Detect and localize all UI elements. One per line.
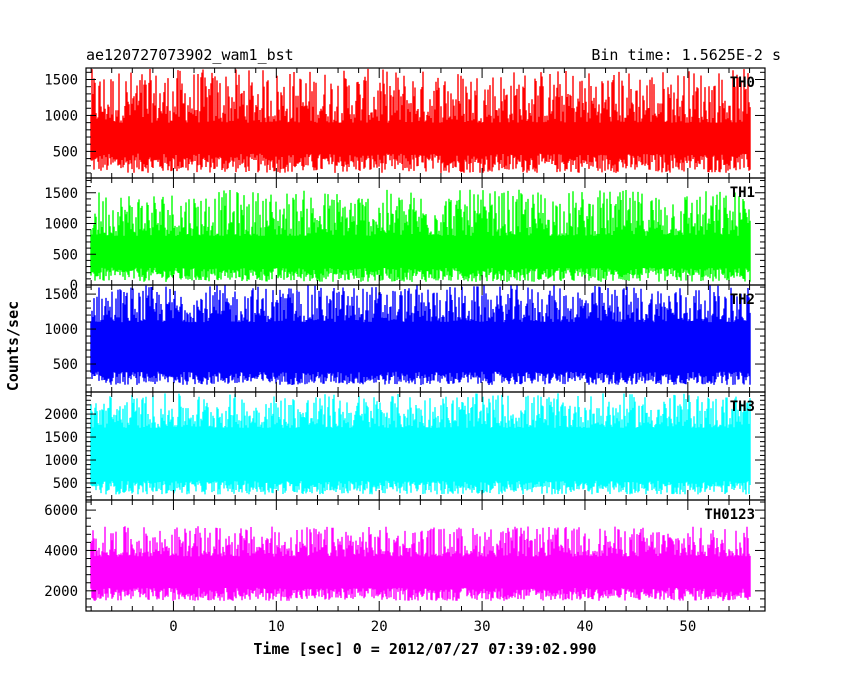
y-tick-label: 0 — [70, 278, 78, 294]
series-th3 — [90, 393, 751, 495]
y-tick-label: 1000 — [44, 217, 78, 233]
panel-label: TH0 — [730, 75, 755, 91]
y-tick-label: 6000 — [44, 503, 78, 519]
series-th1 — [90, 189, 751, 282]
x-tick-label: 0 — [169, 619, 177, 635]
x-tick-label: 50 — [679, 619, 696, 635]
y-tick-label: 1500 — [44, 73, 78, 89]
x-tick-label: 40 — [577, 619, 594, 635]
panel-th0123: 2000 4000 6000 TH0123 — [44, 499, 766, 612]
x-axis-title: Time [sec] 0 = 2012/07/27 07:39:02.990 — [253, 640, 596, 658]
y-tick-label: 1000 — [44, 108, 78, 124]
y-tick-label: 1000 — [44, 322, 78, 338]
y-tick-label: 500 — [53, 144, 78, 160]
series-th0 — [90, 68, 751, 173]
y-tick-label: 2000 — [44, 584, 78, 600]
y-tick-label: 4000 — [44, 543, 78, 559]
series-th2 — [90, 285, 751, 385]
panel-label: TH1 — [730, 185, 755, 201]
x-tick-label: 20 — [371, 619, 388, 635]
y-tick-label: 2000 — [44, 407, 78, 423]
y-tick-label: 1500 — [44, 287, 78, 303]
bin-time-label: Bin time: 1.5625E-2 s — [591, 46, 781, 64]
y-axis-title: Counts/sec — [4, 301, 22, 391]
y-tick-label: 500 — [53, 357, 78, 373]
panel-frame — [85, 499, 766, 612]
y-tick-label: 1500 — [44, 430, 78, 446]
panel-th3: 500 1000 1500 2000 TH3 — [44, 391, 766, 501]
x-tick-label: 10 — [268, 619, 285, 635]
panel-label: TH2 — [730, 292, 755, 308]
series-th0123 — [90, 526, 751, 601]
chart-title: ae120727073902_wam1_bst — [86, 46, 294, 64]
panel-th0: 500 1000 1500 TH0 — [44, 67, 766, 179]
panel-label: TH3 — [730, 399, 755, 415]
panel-th2: 500 1000 1500 TH2 — [44, 284, 766, 393]
panel-label: TH0123 — [704, 507, 755, 523]
y-tick-label: 1000 — [44, 453, 78, 469]
y-tick-label: 1500 — [44, 186, 78, 202]
x-tick-label: 30 — [474, 619, 491, 635]
panel-th1: 0 500 1000 1500 TH1 — [44, 177, 766, 294]
y-tick-label: 500 — [53, 247, 78, 263]
y-tick-label: 500 — [53, 476, 78, 492]
